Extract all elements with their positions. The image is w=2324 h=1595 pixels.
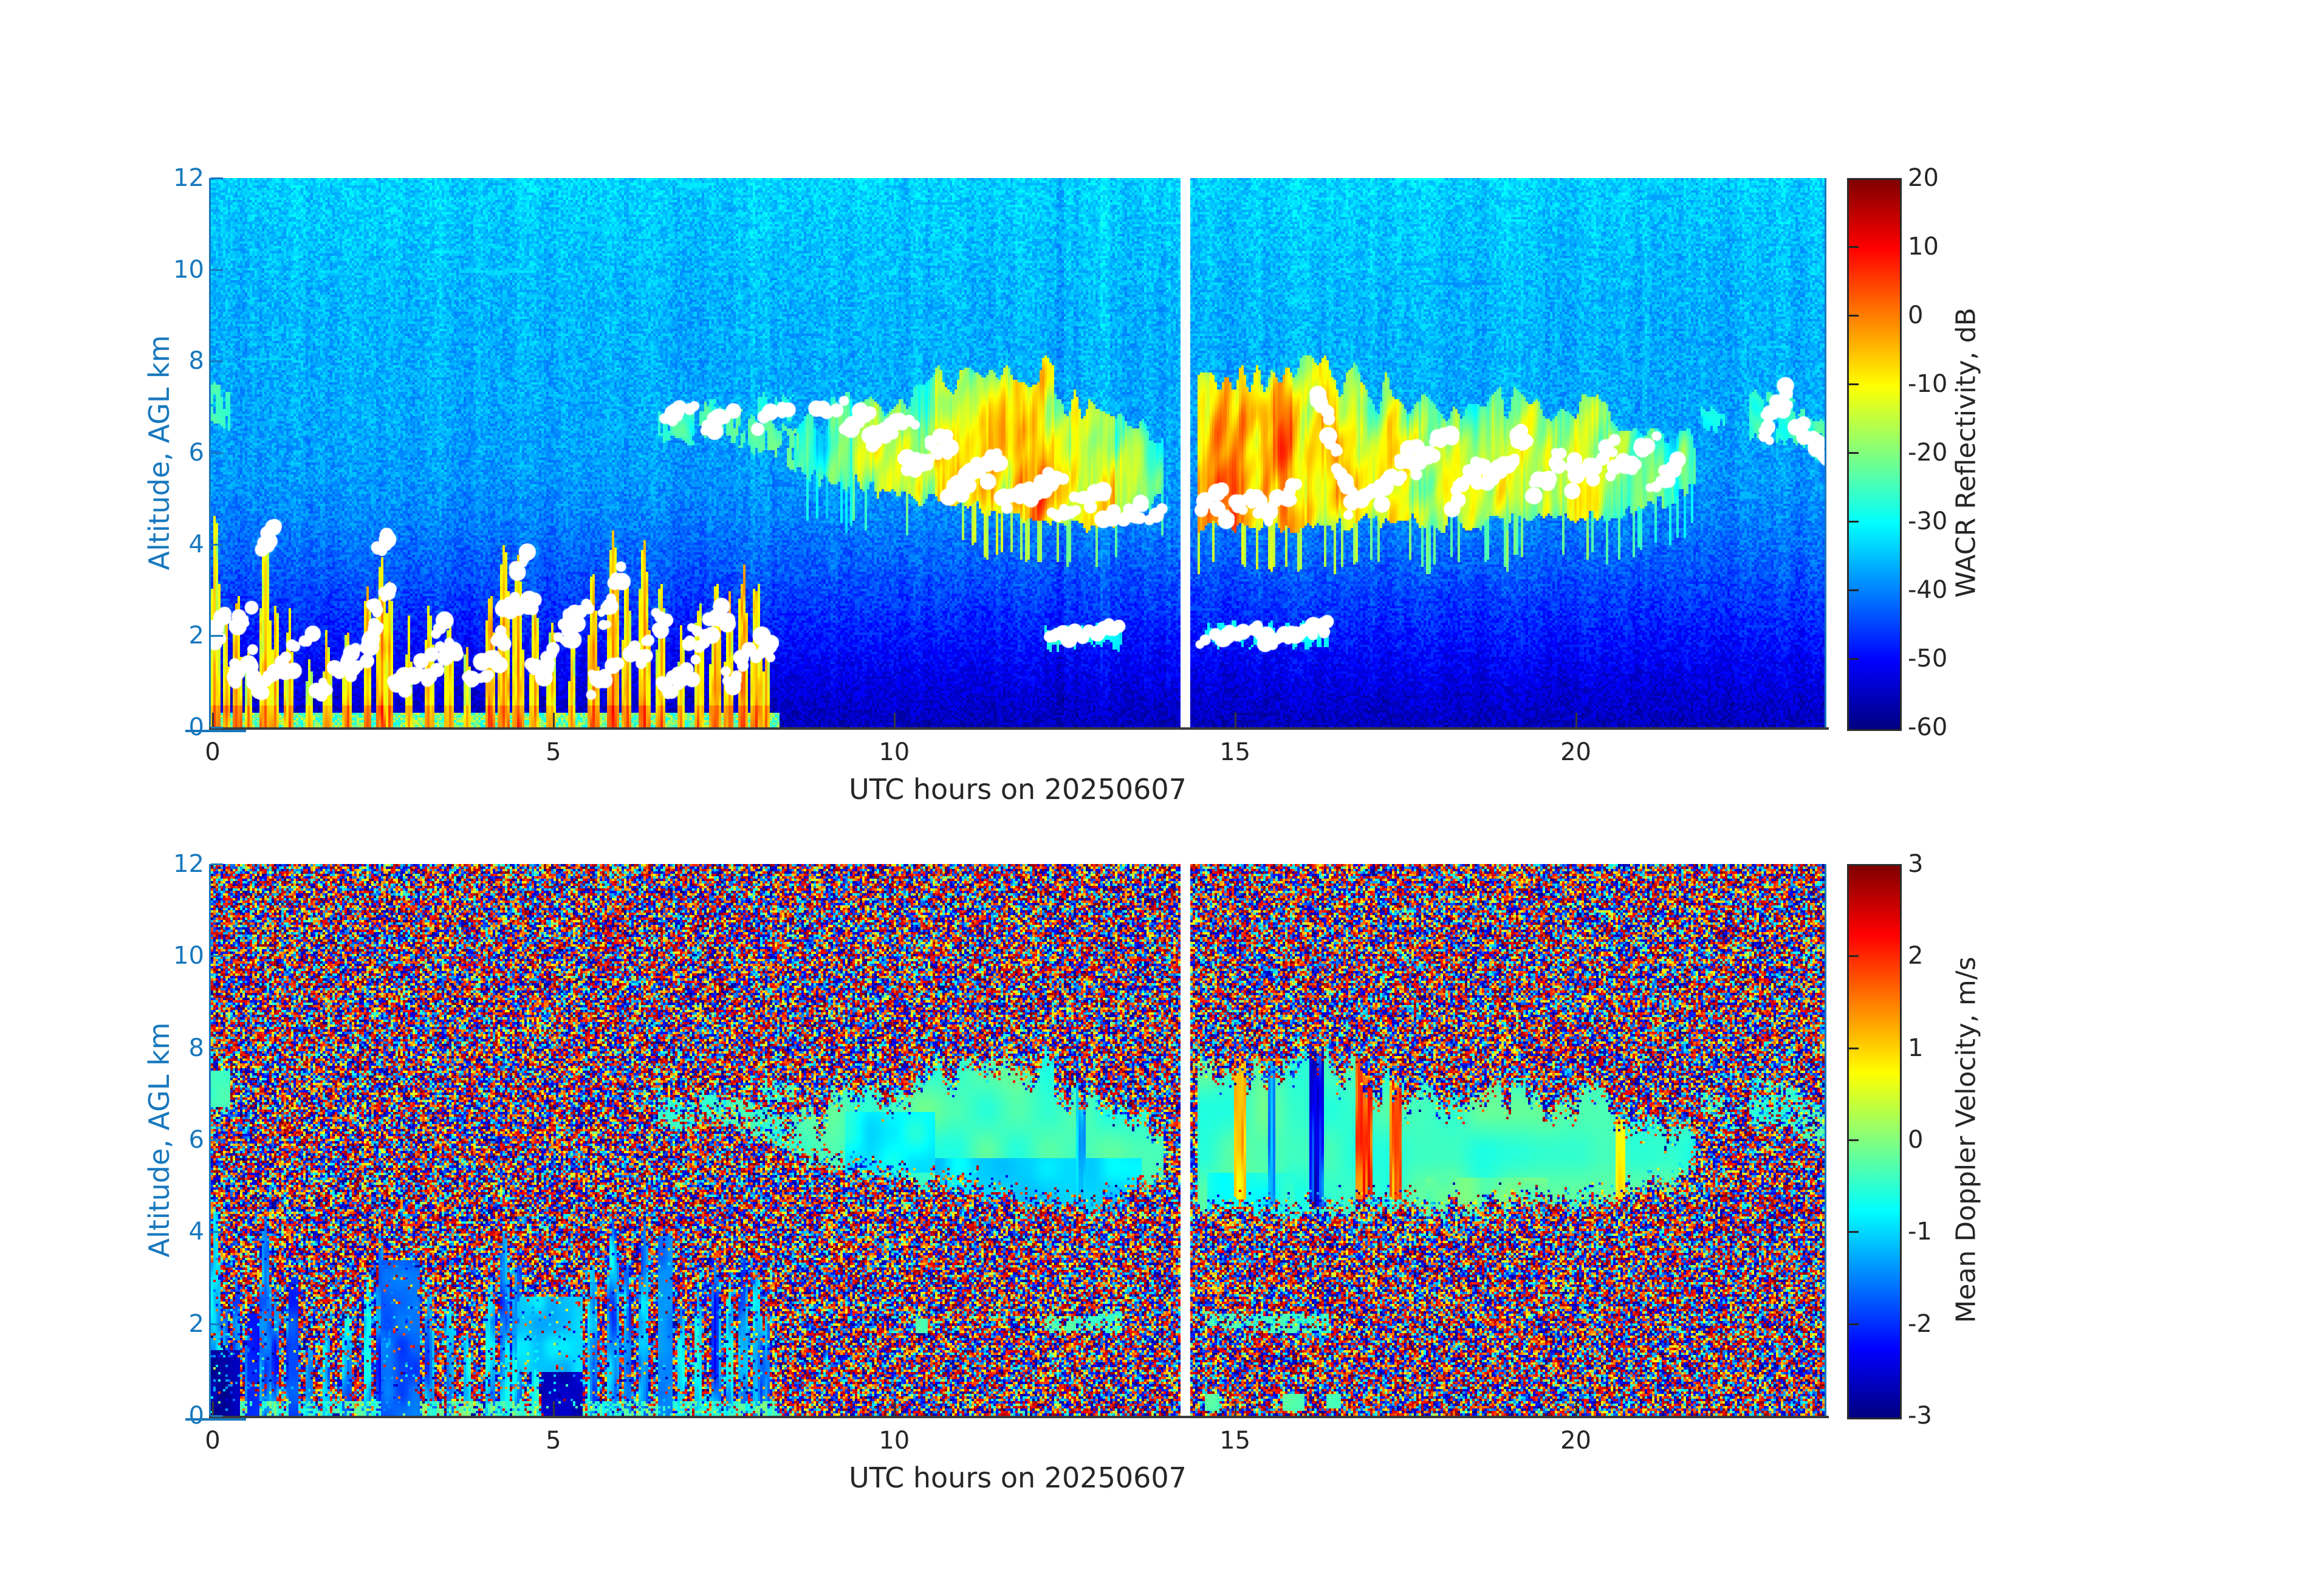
y-tick-label: 10 bbox=[173, 255, 204, 284]
panel2-bottom-axis bbox=[209, 1416, 1829, 1418]
y-tick-label: 6 bbox=[188, 1126, 204, 1154]
colorbar-tick-mark bbox=[1849, 246, 1859, 248]
y-tick-label: 4 bbox=[188, 1218, 204, 1246]
y-tick-label: 12 bbox=[173, 850, 204, 878]
colorbar-tick-label: -2 bbox=[1908, 1309, 1932, 1338]
y-tick-label: 0 bbox=[188, 1402, 204, 1430]
colorbar-tick-mark bbox=[1849, 383, 1859, 385]
y-tick-label: 2 bbox=[188, 1309, 204, 1338]
colorbar-tick-mark bbox=[1849, 521, 1859, 523]
colorbar-tick-label: 3 bbox=[1908, 850, 1924, 878]
x-tick-label: 15 bbox=[1219, 1427, 1251, 1455]
y-tick-mark bbox=[211, 955, 223, 958]
colorbar-tick-label: -40 bbox=[1908, 576, 1948, 604]
y-tick-label: 6 bbox=[188, 439, 204, 467]
x-tick-label: 5 bbox=[546, 1427, 561, 1455]
colorbar-tick-label: -10 bbox=[1908, 370, 1948, 398]
y-tick-label: 12 bbox=[173, 164, 204, 192]
colorbar-tick-mark bbox=[1849, 1323, 1859, 1325]
x-tick-mark bbox=[552, 713, 555, 727]
x-tick-mark bbox=[552, 1401, 555, 1416]
panel2-colorbar-label: Mean Doppler Velocity, m/s bbox=[1950, 956, 1982, 1323]
x-tick-label: 5 bbox=[546, 738, 561, 766]
y-tick-label: 8 bbox=[188, 347, 204, 376]
y-tick-mark bbox=[211, 452, 223, 454]
colorbar-tick-mark bbox=[1849, 955, 1859, 958]
panel2-axis-corner-stub bbox=[185, 1418, 246, 1421]
x-tick-mark bbox=[1575, 1401, 1577, 1416]
colorbar-tick-mark bbox=[1849, 1047, 1859, 1049]
colorbar-tick-label: -50 bbox=[1908, 645, 1948, 673]
colorbar-tick-label: 1 bbox=[1908, 1034, 1924, 1062]
velocity-heatmap bbox=[211, 864, 1825, 1416]
x-tick-label: 15 bbox=[1219, 738, 1251, 766]
x-tick-mark bbox=[1234, 1401, 1236, 1416]
panel1-colorbar bbox=[1847, 178, 1902, 731]
panel1-axis-corner-stub bbox=[185, 730, 246, 732]
y-tick-mark bbox=[211, 1139, 223, 1141]
y-tick-mark bbox=[211, 360, 223, 363]
y-tick-label: 0 bbox=[188, 713, 204, 741]
x-tick-mark bbox=[893, 713, 896, 727]
x-tick-mark bbox=[212, 1401, 214, 1416]
x-tick-mark bbox=[1575, 713, 1577, 727]
panel1-y-axis-label: Altitude, AGL km bbox=[143, 335, 176, 571]
colorbar-tick-mark bbox=[1849, 658, 1859, 660]
colorbar-tick-label: -20 bbox=[1908, 439, 1948, 467]
panel2-y-axis-label: Altitude, AGL km bbox=[143, 1022, 176, 1258]
y-tick-label: 10 bbox=[173, 942, 204, 970]
panel1-bottom-axis bbox=[209, 727, 1829, 730]
colorbar-tick-mark bbox=[1849, 315, 1859, 317]
colorbar-tick-mark bbox=[1849, 589, 1859, 591]
x-tick-mark bbox=[212, 713, 214, 727]
panel2-right-spine bbox=[1825, 864, 1826, 1418]
x-tick-label: 10 bbox=[879, 1427, 910, 1455]
x-tick-label: 0 bbox=[205, 738, 221, 766]
x-tick-label: 10 bbox=[879, 738, 910, 766]
y-tick-label: 8 bbox=[188, 1034, 204, 1062]
colorbar-tick-label: 10 bbox=[1908, 233, 1939, 261]
colorbar-tick-label: -1 bbox=[1908, 1218, 1932, 1246]
colorbar-tick-label: -3 bbox=[1908, 1402, 1932, 1430]
colorbar-tick-label: -30 bbox=[1908, 507, 1948, 535]
colorbar-tick-label: -60 bbox=[1908, 713, 1948, 741]
x-tick-label: 20 bbox=[1560, 1427, 1591, 1455]
colorbar-tick-mark bbox=[1849, 452, 1859, 454]
colorbar-tick-label: 0 bbox=[1908, 1126, 1924, 1154]
panel1-colorbar-label: WACR Reflectivity, dB bbox=[1950, 307, 1982, 598]
colorbar-tick-label: 20 bbox=[1908, 164, 1939, 192]
y-tick-mark bbox=[211, 1231, 223, 1233]
panel2-left-spine bbox=[209, 864, 211, 1418]
panel1-x-axis-label: UTC hours on 20250607 bbox=[849, 773, 1187, 806]
colorbar-tick-mark bbox=[1849, 1139, 1859, 1141]
colorbar-tick-mark bbox=[1849, 1231, 1859, 1233]
y-tick-mark bbox=[211, 543, 223, 546]
reflectivity-dot-overlay bbox=[211, 178, 1825, 727]
y-tick-mark bbox=[211, 1323, 223, 1325]
y-tick-label: 2 bbox=[188, 622, 204, 650]
panel2-x-axis-label: UTC hours on 20250607 bbox=[849, 1461, 1187, 1494]
panel2-colorbar bbox=[1847, 864, 1902, 1419]
panel1-right-spine bbox=[1825, 178, 1826, 730]
y-tick-mark bbox=[211, 1047, 223, 1049]
colorbar-tick-label: 0 bbox=[1908, 301, 1924, 329]
colorbar-tick-label: 2 bbox=[1908, 942, 1924, 970]
y-tick-mark bbox=[211, 727, 223, 729]
x-tick-label: 0 bbox=[205, 1427, 221, 1455]
x-tick-mark bbox=[1234, 713, 1236, 727]
y-tick-mark bbox=[211, 863, 223, 865]
y-tick-label: 4 bbox=[188, 530, 204, 558]
panel1-left-spine bbox=[209, 178, 211, 730]
y-tick-mark bbox=[211, 269, 223, 271]
y-tick-mark bbox=[211, 177, 223, 179]
y-tick-mark bbox=[211, 635, 223, 637]
x-tick-mark bbox=[893, 1401, 896, 1416]
y-tick-mark bbox=[211, 1415, 223, 1417]
x-tick-label: 20 bbox=[1560, 738, 1591, 766]
